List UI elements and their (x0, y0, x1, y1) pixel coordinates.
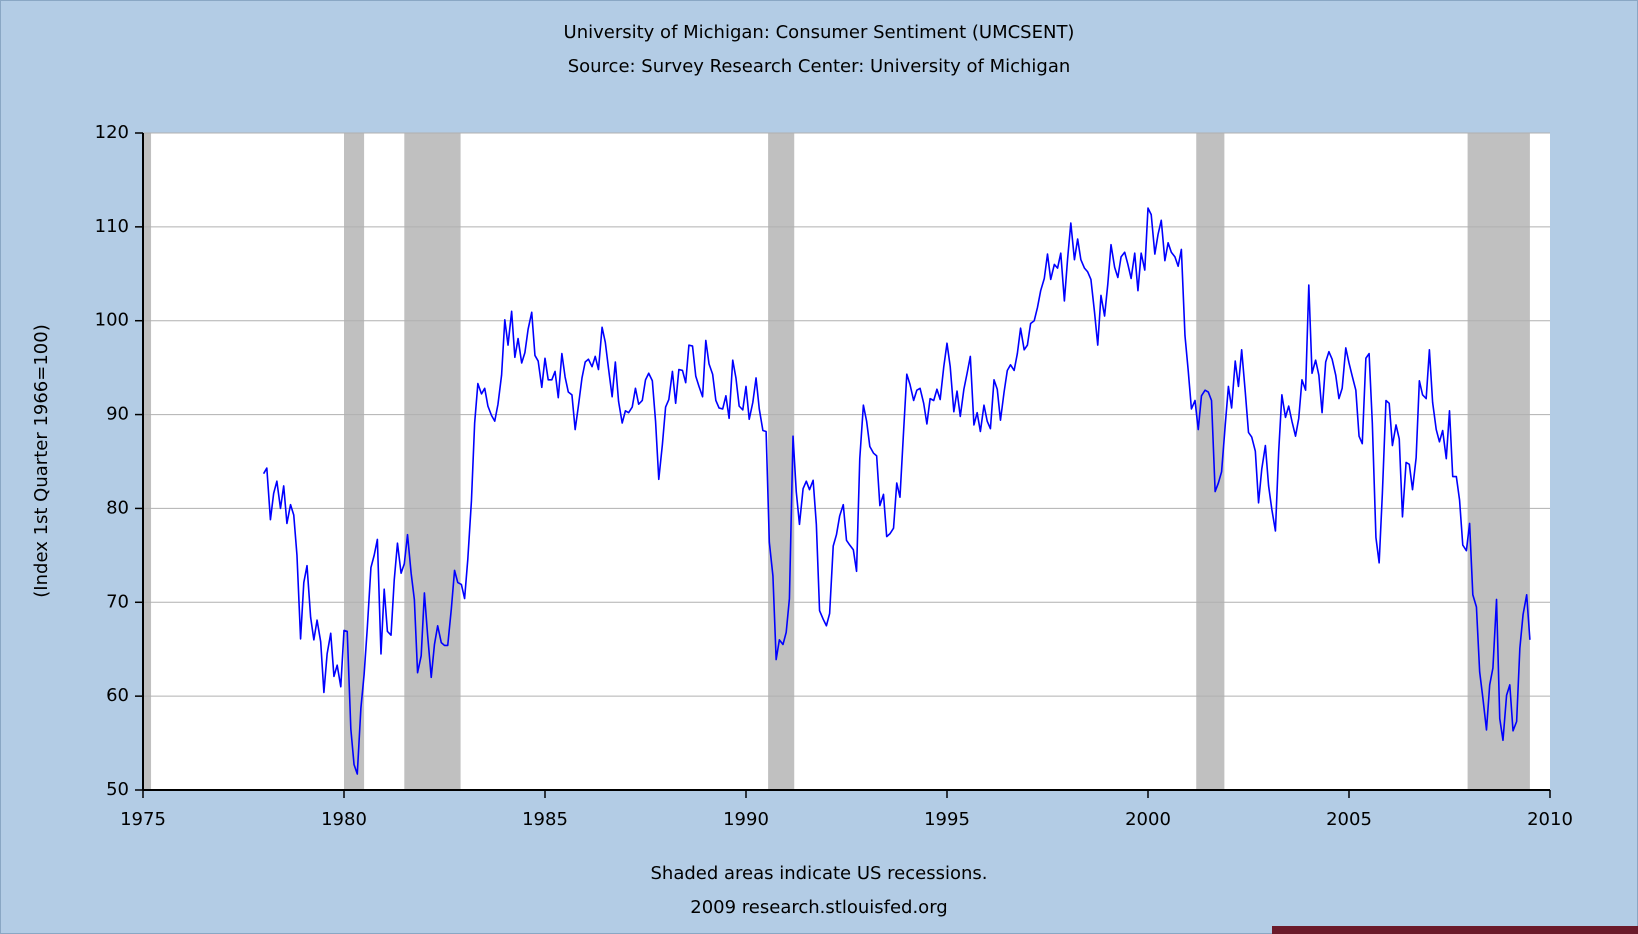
y-tick-label: 120 (95, 122, 129, 143)
y-tick-label: 100 (95, 310, 129, 331)
x-tick-label: 1985 (522, 809, 568, 830)
credit: 2009 research.stlouisfed.org (690, 897, 947, 918)
x-tick-label: 1980 (321, 809, 367, 830)
x-tick-label: 1975 (120, 809, 166, 830)
x-tick-label: 2000 (1125, 809, 1171, 830)
y-tick-label: 80 (106, 497, 129, 518)
recession-band (344, 133, 365, 790)
line-layer (262, 207, 1531, 775)
recession-band (768, 133, 795, 790)
y-tick-label: 70 (106, 591, 129, 612)
y-tick-label: 90 (106, 404, 129, 425)
y-tick-label: 60 (106, 685, 129, 706)
recession-band (1196, 133, 1225, 790)
x-tick-label: 2010 (1527, 809, 1573, 830)
axis-layer: 50 60 70 80 90 100 110 120 1975 1980 1985 1990 1995 2… (95, 122, 1573, 830)
footnote: Shaded areas indicate US recessions. (650, 863, 987, 884)
x-tick-label: 2005 (1326, 809, 1372, 830)
corner-bar (1272, 926, 1638, 934)
y-tick-label: 110 (95, 216, 129, 237)
plot-area (143, 133, 1550, 790)
x-tick-label: 1990 (723, 809, 769, 830)
chart-subtitle: Source: Survey Research Center: Universi… (568, 56, 1071, 77)
y-axis-label: (Index 1st Quarter 1966=100) (31, 324, 52, 597)
recession-band (404, 133, 461, 790)
y-tick-label: 50 (106, 779, 129, 800)
x-tick-label: 1995 (924, 809, 970, 830)
recession-band (143, 133, 152, 790)
chart-title: University of Michigan: Consumer Sentime… (564, 22, 1075, 43)
data-line (262, 207, 1531, 775)
